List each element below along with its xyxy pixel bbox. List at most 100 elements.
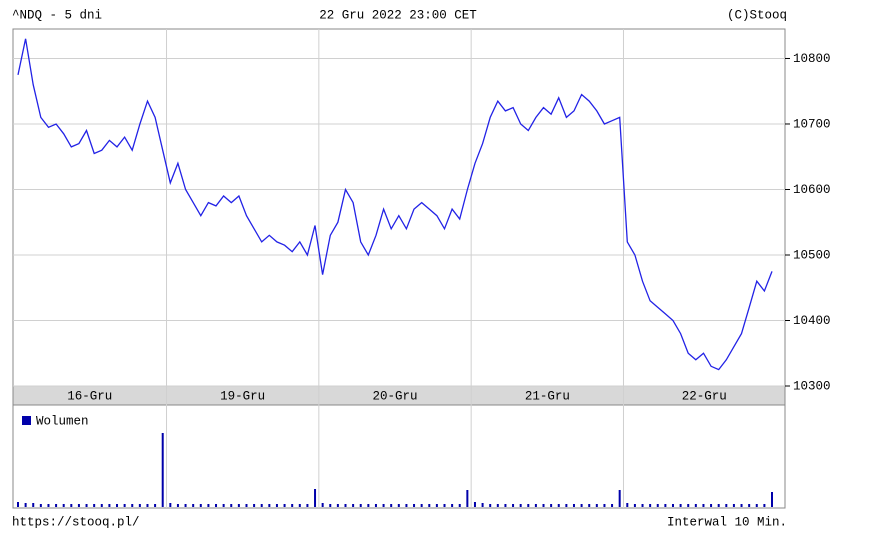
volume-bar bbox=[473, 502, 476, 507]
chart-subtitle: 22 Gru 2022 23:00 CET bbox=[319, 8, 477, 22]
volume-bar bbox=[367, 504, 370, 507]
volume-bar bbox=[108, 504, 111, 507]
x-tick-label: 21-Gru bbox=[525, 389, 570, 403]
volume-bar bbox=[55, 504, 58, 507]
volume-bar bbox=[481, 503, 484, 507]
x-tick-label: 16-Gru bbox=[67, 389, 112, 403]
volume-bar bbox=[512, 504, 515, 507]
volume-bar bbox=[85, 504, 88, 507]
volume-bar bbox=[565, 504, 568, 507]
x-tick-label: 20-Gru bbox=[372, 389, 417, 403]
volume-bar bbox=[215, 504, 218, 507]
volume-bar bbox=[116, 504, 119, 507]
volume-bar bbox=[291, 504, 294, 507]
y-tick-label: 10500 bbox=[793, 248, 831, 262]
volume-bar bbox=[222, 504, 225, 507]
volume-bar bbox=[237, 504, 240, 507]
y-tick-label: 10700 bbox=[793, 117, 831, 131]
volume-bar bbox=[47, 504, 50, 507]
volume-bar bbox=[595, 504, 598, 507]
volume-bar bbox=[207, 504, 210, 507]
legend-label: Wolumen bbox=[36, 414, 89, 428]
volume-bar bbox=[382, 504, 385, 507]
source: (C)Stooq bbox=[727, 8, 787, 22]
volume-bar bbox=[717, 504, 720, 507]
volume-bar bbox=[405, 504, 408, 507]
volume-bar bbox=[344, 504, 347, 507]
footer-left: https://stooq.pl/ bbox=[12, 515, 140, 529]
volume-bar bbox=[138, 504, 141, 507]
volume-bar bbox=[428, 504, 431, 507]
y-tick-label: 10300 bbox=[793, 379, 831, 393]
volume-bar bbox=[192, 504, 195, 507]
volume-bar bbox=[17, 502, 19, 507]
volume-bar bbox=[626, 503, 629, 507]
volume-bar bbox=[62, 504, 65, 507]
volume-bar bbox=[283, 504, 286, 507]
volume-bar bbox=[710, 504, 713, 507]
y-tick-label: 10800 bbox=[793, 52, 831, 66]
volume-bar bbox=[275, 504, 278, 507]
volume-bar bbox=[123, 504, 126, 507]
x-tick-label: 19-Gru bbox=[220, 389, 265, 403]
price-line bbox=[17, 38, 773, 371]
volume-bar bbox=[771, 492, 773, 507]
volume-bar bbox=[39, 504, 42, 507]
volume-bar bbox=[702, 504, 705, 507]
chart-title: ^NDQ - 5 dni bbox=[12, 8, 102, 22]
volume-bar bbox=[397, 504, 400, 507]
volume-bar bbox=[451, 504, 454, 507]
volume-bar bbox=[435, 504, 438, 507]
volume-bar bbox=[336, 504, 339, 507]
volume-bar bbox=[748, 504, 751, 507]
volume-bar bbox=[618, 490, 621, 507]
volume-bar bbox=[496, 504, 499, 507]
volume-bar bbox=[146, 504, 149, 507]
volume-bar bbox=[253, 504, 256, 507]
volume-bar bbox=[77, 504, 80, 507]
volume-bar bbox=[687, 504, 690, 507]
volume-bar bbox=[169, 503, 172, 507]
volume-bar bbox=[611, 504, 614, 507]
volume-bar bbox=[184, 504, 187, 507]
volume-bar bbox=[390, 504, 393, 507]
volume-bar bbox=[458, 504, 461, 507]
volume-bar bbox=[580, 504, 583, 507]
volume-bar bbox=[176, 504, 179, 507]
volume-bar bbox=[671, 504, 674, 507]
volume-bar bbox=[572, 504, 575, 507]
volume-bar bbox=[298, 504, 301, 507]
volume-bar bbox=[550, 504, 553, 507]
volume-bar bbox=[420, 504, 423, 507]
volume-bar bbox=[306, 504, 309, 507]
volume-bar bbox=[633, 504, 636, 507]
volume-bar bbox=[664, 504, 667, 507]
volume-bar bbox=[199, 504, 202, 507]
volume-bar bbox=[131, 504, 134, 507]
volume-bar bbox=[588, 504, 591, 507]
x-tick-label: 22-Gru bbox=[682, 389, 727, 403]
legend-swatch bbox=[22, 416, 31, 425]
volume-bar bbox=[374, 504, 377, 507]
volume-bar bbox=[504, 504, 507, 507]
chart-frame bbox=[12, 28, 786, 509]
footer-right: Interwal 10 Min. bbox=[667, 515, 787, 529]
volume-bar bbox=[93, 504, 96, 507]
volume-bar bbox=[314, 489, 317, 507]
volume-bar bbox=[443, 504, 446, 507]
volume-bar bbox=[321, 503, 324, 507]
volume-bar bbox=[656, 504, 659, 507]
volume-bar bbox=[161, 433, 164, 507]
volume-bar bbox=[603, 504, 606, 507]
volume-bar bbox=[413, 504, 416, 507]
volume-bar bbox=[527, 504, 530, 507]
volume-bar bbox=[100, 504, 103, 507]
volume-bar bbox=[359, 504, 362, 507]
volume-bar bbox=[763, 504, 766, 507]
volume-bar bbox=[519, 504, 522, 507]
volume-bar bbox=[489, 504, 492, 507]
volume-bar bbox=[245, 504, 248, 507]
volume-bar bbox=[542, 504, 545, 507]
